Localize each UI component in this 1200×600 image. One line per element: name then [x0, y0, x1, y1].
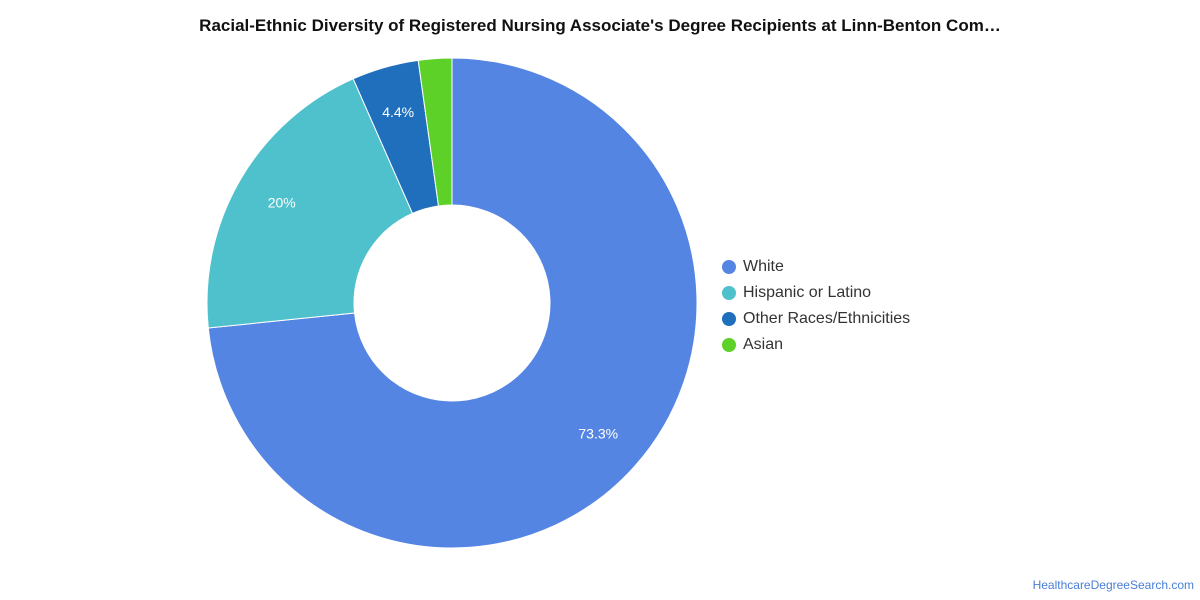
legend-swatch	[722, 260, 736, 274]
legend-label: Asian	[743, 336, 784, 353]
legend-label: White	[743, 258, 784, 275]
slice-white[interactable]	[207, 57, 698, 549]
legend-label: Hispanic or Latino	[743, 284, 872, 301]
legend-swatch	[722, 312, 736, 326]
chart-title: Racial-Ethnic Diversity of Registered Nu…	[199, 16, 1001, 35]
source-link[interactable]: HealthcareDegreeSearch.com	[1032, 578, 1194, 592]
slice-asian[interactable]	[417, 57, 453, 207]
legend-swatch	[722, 286, 736, 300]
slice-hispanic-or-latino[interactable]	[206, 78, 414, 329]
legend-item[interactable]: Hispanic or Latino	[722, 280, 910, 306]
slice-label: 4.4%	[382, 104, 414, 120]
chart-legend: White Hispanic or Latino Other Races/Ethni…	[722, 254, 910, 358]
legend-item[interactable]: Asian	[722, 332, 910, 358]
legend-swatch	[722, 338, 736, 352]
legend-item[interactable]: White	[722, 254, 910, 280]
slice-label: 20%	[268, 195, 296, 211]
legend-item[interactable]: Other Races/Ethnicities	[722, 306, 910, 332]
slice-label: 73.3%	[578, 426, 618, 442]
legend-label: Other Races/Ethnicities	[743, 310, 911, 327]
